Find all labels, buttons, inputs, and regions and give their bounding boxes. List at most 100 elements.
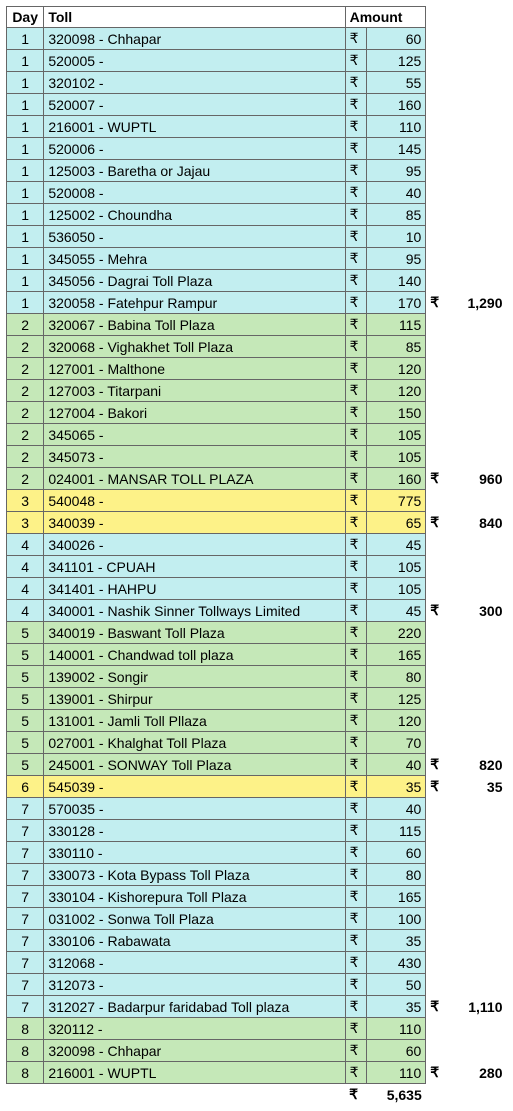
cell-subtotal-amount — [447, 666, 506, 688]
cell-day: 8 — [7, 1062, 44, 1084]
cell-subtotal-amount — [447, 930, 506, 952]
cell-subtotal-amount — [447, 270, 506, 292]
cell-subtotal-amount: 820 — [447, 754, 506, 776]
cell-subtotal-amount — [447, 226, 506, 248]
cell-subtotal-amount — [447, 160, 506, 182]
cell-day: 4 — [7, 534, 44, 556]
cell-subtotal-amount — [447, 358, 506, 380]
cell-day: 6 — [7, 776, 44, 798]
cell-subtotal-currency — [426, 446, 448, 468]
cell-amount: 80 — [367, 864, 426, 886]
cell-subtotal-currency — [426, 94, 448, 116]
cell-currency: ₹ — [345, 1040, 367, 1062]
cell-currency: ₹ — [345, 886, 367, 908]
cell-amount: 85 — [367, 336, 426, 358]
cell-subtotal-amount — [447, 842, 506, 864]
table-row: 4340001 - Nashik Sinner Tollways Limited… — [7, 600, 507, 622]
cell-subtotal-amount — [447, 402, 506, 424]
cell-subtotal-currency — [426, 1018, 448, 1040]
cell-day: 5 — [7, 688, 44, 710]
cell-subtotal-currency — [426, 358, 448, 380]
cell-subtotal-amount — [447, 204, 506, 226]
table-body: 1320098 - Chhapar₹601520005 -₹1251320102… — [7, 28, 507, 1106]
cell-day: 4 — [7, 600, 44, 622]
table-row: 6545039 -₹35₹35 — [7, 776, 507, 798]
cell-currency: ₹ — [345, 160, 367, 182]
cell-currency: ₹ — [345, 1018, 367, 1040]
cell-amount: 125 — [367, 50, 426, 72]
cell-subtotal-amount — [447, 490, 506, 512]
cell-toll: 330104 - Kishorepura Toll Plaza — [44, 886, 345, 908]
cell-toll: 330106 - Rabawata — [44, 930, 345, 952]
cell-amount: 115 — [367, 314, 426, 336]
cell-currency: ₹ — [345, 908, 367, 930]
cell-toll: 139002 - Songir — [44, 666, 345, 688]
cell-day: 5 — [7, 710, 44, 732]
cell-subtotal-currency — [426, 908, 448, 930]
cell-day: 1 — [7, 292, 44, 314]
cell-subtotal-currency — [426, 534, 448, 556]
table-row: 7570035 -₹40 — [7, 798, 507, 820]
cell-day: 1 — [7, 28, 44, 50]
cell-amount: 40 — [367, 798, 426, 820]
toll-table: Day Toll Amount 1320098 - Chhapar₹601520… — [6, 6, 507, 1105]
cell-currency: ₹ — [345, 996, 367, 1018]
cell-amount: 170 — [367, 292, 426, 314]
cell-toll: 216001 - WUPTL — [44, 1062, 345, 1084]
cell-amount: 120 — [367, 358, 426, 380]
cell-toll: 520007 - — [44, 94, 345, 116]
cell-amount: 125 — [367, 688, 426, 710]
table-row: 1520007 -₹160 — [7, 94, 507, 116]
cell-currency: ₹ — [345, 182, 367, 204]
cell-currency: ₹ — [345, 50, 367, 72]
cell-currency: ₹ — [345, 710, 367, 732]
cell-day: 2 — [7, 380, 44, 402]
total-blank — [447, 1084, 506, 1106]
cell-toll: 320067 - Babina Toll Plaza — [44, 314, 345, 336]
cell-toll: 131001 - Jamli Toll Pllaza — [44, 710, 345, 732]
cell-subtotal-amount — [447, 556, 506, 578]
cell-subtotal-currency — [426, 732, 448, 754]
cell-day: 5 — [7, 622, 44, 644]
table-row: 1520006 -₹145 — [7, 138, 507, 160]
cell-currency: ₹ — [345, 204, 367, 226]
cell-subtotal-currency — [426, 138, 448, 160]
table-row: 2345065 -₹105 — [7, 424, 507, 446]
cell-day: 1 — [7, 94, 44, 116]
table-row: 2127001 - Malthone₹120 — [7, 358, 507, 380]
cell-day: 7 — [7, 820, 44, 842]
cell-toll: 312073 - — [44, 974, 345, 996]
cell-currency: ₹ — [345, 424, 367, 446]
cell-subtotal-amount — [447, 336, 506, 358]
cell-day: 2 — [7, 468, 44, 490]
table-row: 1536050 -₹10 — [7, 226, 507, 248]
cell-amount: 95 — [367, 248, 426, 270]
cell-day: 5 — [7, 754, 44, 776]
cell-subtotal-currency: ₹ — [426, 468, 448, 490]
cell-subtotal-amount: 1,110 — [447, 996, 506, 1018]
table-row: 7031002 - Sonwa Toll Plaza₹100 — [7, 908, 507, 930]
table-row: 8216001 - WUPTL₹110₹280 — [7, 1062, 507, 1084]
cell-toll: 320058 - Fatehpur Rampur — [44, 292, 345, 314]
cell-subtotal-amount: 840 — [447, 512, 506, 534]
table-row: 2127003 - Titarpani₹120 — [7, 380, 507, 402]
cell-subtotal-currency — [426, 864, 448, 886]
cell-day: 7 — [7, 842, 44, 864]
table-row: 4341401 - HAHPU₹105 — [7, 578, 507, 600]
cell-amount: 110 — [367, 1062, 426, 1084]
cell-amount: 60 — [367, 1040, 426, 1062]
cell-day: 2 — [7, 336, 44, 358]
cell-toll: 345073 - — [44, 446, 345, 468]
cell-amount: 150 — [367, 402, 426, 424]
cell-amount: 35 — [367, 930, 426, 952]
cell-toll: 127004 - Bakori — [44, 402, 345, 424]
table-row: 7330073 - Kota Bypass Toll Plaza₹80 — [7, 864, 507, 886]
table-row: 7330110 -₹60 — [7, 842, 507, 864]
cell-day: 3 — [7, 490, 44, 512]
cell-day: 2 — [7, 314, 44, 336]
cell-amount: 40 — [367, 754, 426, 776]
cell-currency: ₹ — [345, 336, 367, 358]
cell-subtotal-amount — [447, 644, 506, 666]
cell-currency: ₹ — [345, 116, 367, 138]
cell-day: 1 — [7, 204, 44, 226]
